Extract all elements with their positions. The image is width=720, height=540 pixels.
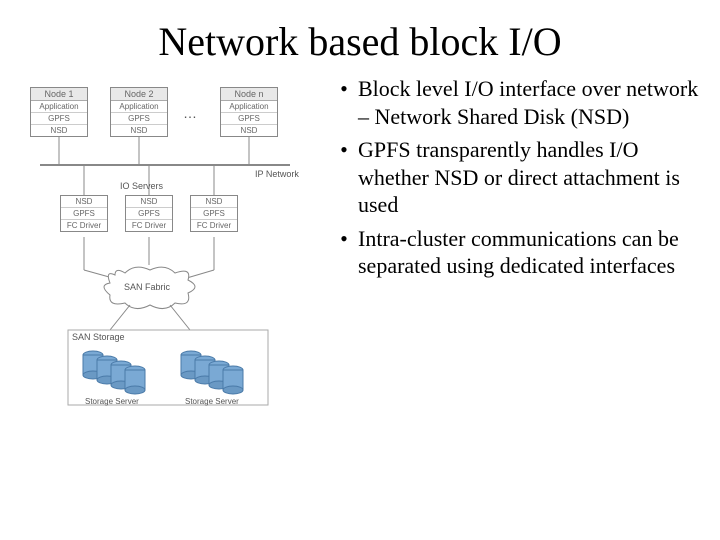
node-1-title: Node 1	[31, 88, 87, 101]
node-2-layer-gpfs: GPFS	[111, 113, 167, 125]
io-2-nsd: NSD	[126, 196, 172, 208]
node-1-layer-nsd: NSD	[31, 125, 87, 136]
bullet-marker: •	[330, 136, 358, 219]
content-area: Node 1 Application GPFS NSD Node 2 Appli…	[0, 65, 720, 286]
node-2-title: Node 2	[111, 88, 167, 101]
storage-server-2-label: Storage Server	[185, 397, 239, 406]
bullet-item: • Intra-cluster communications can be se…	[330, 225, 700, 280]
node-1: Node 1 Application GPFS NSD	[30, 87, 88, 137]
io-server-2: NSD GPFS FC Driver	[125, 195, 173, 232]
ip-network-label: IP Network	[255, 169, 299, 179]
node-n-layer-gpfs: GPFS	[221, 113, 277, 125]
node-ellipsis: …	[183, 105, 197, 121]
bullet-item: • GPFS transparently handles I/O whether…	[330, 136, 700, 219]
disk-icon	[124, 365, 146, 395]
io-3-fc: FC Driver	[191, 220, 237, 231]
io-3-gpfs: GPFS	[191, 208, 237, 220]
node-2: Node 2 Application GPFS NSD	[110, 87, 168, 137]
io-1-fc: FC Driver	[61, 220, 107, 231]
slide-title: Network based block I/O	[0, 0, 720, 65]
io-2-fc: FC Driver	[126, 220, 172, 231]
node-n: Node n Application GPFS NSD	[220, 87, 278, 137]
io-2-gpfs: GPFS	[126, 208, 172, 220]
disk-icon	[222, 365, 244, 395]
node-2-layer-nsd: NSD	[111, 125, 167, 136]
node-n-title: Node n	[221, 88, 277, 101]
bullet-item: • Block level I/O interface over network…	[330, 75, 700, 130]
node-2-layer-app: Application	[111, 101, 167, 113]
bullet-list: • Block level I/O interface over network…	[320, 75, 700, 286]
node-1-layer-app: Application	[31, 101, 87, 113]
node-n-layer-app: Application	[221, 101, 277, 113]
node-1-layer-gpfs: GPFS	[31, 113, 87, 125]
node-n-layer-nsd: NSD	[221, 125, 277, 136]
io-3-nsd: NSD	[191, 196, 237, 208]
io-server-1: NSD GPFS FC Driver	[60, 195, 108, 232]
san-storage-label: SAN Storage	[72, 332, 125, 342]
io-1-gpfs: GPFS	[61, 208, 107, 220]
san-fabric-label: SAN Fabric	[124, 282, 170, 292]
io-server-3: NSD GPFS FC Driver	[190, 195, 238, 232]
io-1-nsd: NSD	[61, 196, 107, 208]
bullet-marker: •	[330, 225, 358, 280]
bullet-text: Intra-cluster communications can be sepa…	[358, 225, 700, 280]
io-servers-label: IO Servers	[120, 181, 163, 191]
bullet-text: Block level I/O interface over network –…	[358, 75, 700, 130]
bullet-text: GPFS transparently handles I/O whether N…	[358, 136, 700, 219]
storage-server-1-label: Storage Server	[85, 397, 139, 406]
bullet-marker: •	[330, 75, 358, 130]
architecture-diagram: Node 1 Application GPFS NSD Node 2 Appli…	[20, 75, 320, 286]
